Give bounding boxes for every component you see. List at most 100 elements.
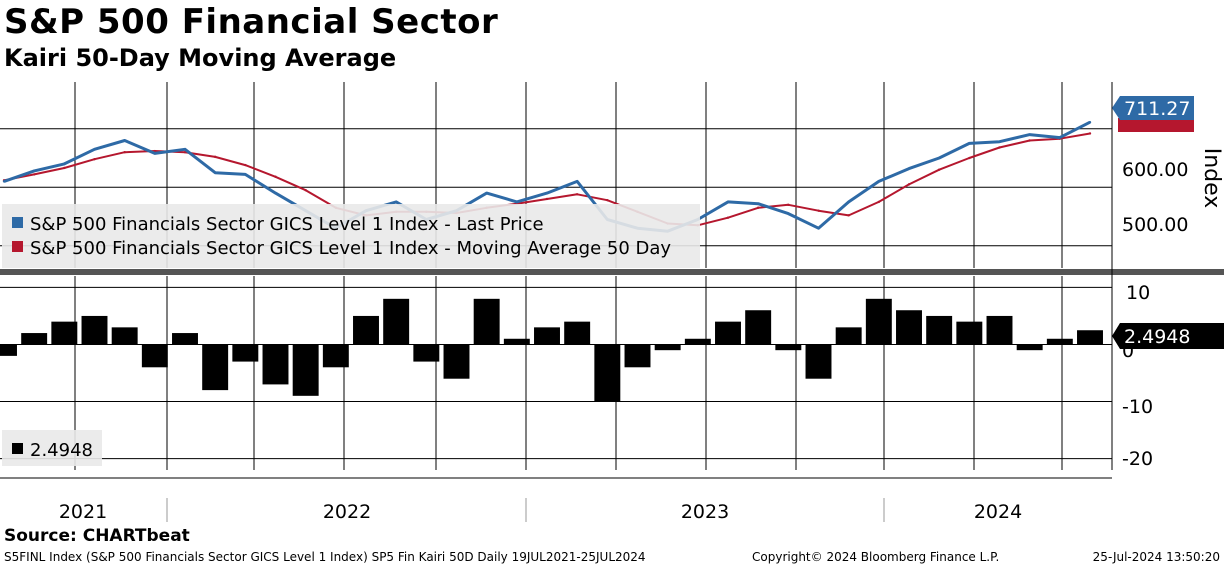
kairi-bar: [1046, 338, 1073, 345]
moving-average-line-point: [32, 173, 36, 176]
last-price-line-point: [847, 200, 850, 204]
kairi-bar: [353, 315, 379, 345]
last-price-line-point: [968, 142, 971, 145]
last-price-line-point: [817, 227, 820, 230]
moving-average-line-point: [274, 175, 277, 178]
kairi-legend: 2.4948: [2, 430, 102, 466]
last-price-line-point: [1058, 136, 1062, 139]
moving-average-line-point: [304, 189, 307, 192]
moving-average-line-point: [787, 203, 790, 207]
last-price-line-point: [998, 140, 1001, 143]
last-price-line-point: [937, 156, 941, 160]
chart-title: S&P 500 Financial Sector: [4, 2, 499, 42]
last-price-line-point: [787, 212, 790, 215]
source-note: Source: CHARTbeat: [4, 526, 190, 546]
last-price-line-point: [877, 180, 881, 183]
kairi-bar: [413, 344, 440, 362]
kairi-bar: [986, 315, 1013, 345]
kairi-bar: [21, 333, 48, 345]
footer-timestamp: 25-Jul-2024 13:50:20: [1092, 550, 1220, 564]
moving-average-line-point: [726, 216, 730, 219]
last-price-line-point: [274, 191, 277, 195]
last-price-line-point: [545, 191, 549, 195]
kairi-bar: [503, 338, 530, 345]
legend-last-price: S&P 500 Financials Sector GICS Level 1 I…: [30, 214, 544, 235]
moving-average-line-point: [756, 206, 760, 209]
last-price-line-point: [575, 180, 579, 183]
kairi-bar: [865, 298, 892, 345]
price-axis-label: Index: [1199, 148, 1224, 209]
last-price-line-point: [515, 200, 519, 204]
last-price-line-point: [2, 180, 6, 183]
last-price-line-point: [63, 162, 66, 166]
last-price-line-point: [1088, 121, 1092, 124]
last-price-line-point: [183, 148, 187, 151]
kairi-bar: [624, 344, 651, 368]
moving-average-line-point: [847, 214, 850, 217]
last-price-line-point: [32, 169, 36, 173]
kairi-bar: [202, 344, 229, 391]
kairi-bar: [745, 310, 772, 345]
kairi-bar: [835, 327, 862, 345]
kairi-bar: [715, 321, 741, 345]
kairi-bar: [51, 321, 78, 345]
last-price-line-point: [485, 191, 488, 195]
kairi-bar: [141, 344, 168, 368]
moving-average-line-point: [998, 146, 1001, 149]
last-price-line-point: [726, 200, 730, 204]
kairi-bar: [383, 298, 410, 345]
kairi-bar: [1016, 344, 1043, 351]
legend-moving-average: S&P 500 Financials Sector GICS Level 1 I…: [30, 238, 671, 259]
kairi-bar: [594, 344, 621, 402]
last-price-line-point: [93, 148, 96, 151]
price-legend: S&P 500 Financials Sector GICS Level 1 I…: [2, 204, 700, 268]
footer-copyright: Copyright© 2024 Bloomberg Finance L.P.: [752, 550, 1000, 564]
moving-average-line-point: [968, 156, 971, 160]
kairi-tick-minus10: -10: [1122, 396, 1153, 418]
kairi-bar: [775, 344, 802, 351]
moving-average-line-point: [575, 193, 579, 196]
chart-subtitle: Kairi 50-Day Moving Average: [4, 44, 397, 72]
kairi-last-value: 2.4948: [1124, 326, 1190, 348]
kairi-bar: [232, 344, 259, 362]
kairi-tick-minus20: -20: [1122, 448, 1153, 470]
last-price-line-point: [244, 173, 247, 176]
price-tick-500: 500.00: [1122, 214, 1188, 236]
moving-average-line-point: [123, 150, 126, 154]
kairi-bar: [81, 315, 108, 345]
kairi-tick-10: 10: [1126, 282, 1150, 304]
moving-average-line-point: [93, 158, 96, 161]
kairi-bar: [292, 344, 319, 396]
price-last-value: 711.27: [1124, 98, 1190, 120]
kairi-bar: [654, 344, 681, 351]
moving-average-line-point: [1028, 139, 1031, 142]
x-label-2023: 2023: [681, 501, 729, 523]
kairi-bar: [443, 344, 470, 379]
kairi-bar: [534, 327, 560, 345]
kairi-bar: [684, 338, 711, 345]
kairi-bar: [322, 344, 349, 368]
legend-kairi: 2.4948: [30, 440, 93, 461]
moving-average-line-point: [907, 183, 911, 186]
moving-average-line-point: [63, 166, 66, 170]
moving-average-line-point: [937, 168, 941, 171]
kairi-bar: [896, 310, 922, 345]
last-price-line-point: [153, 152, 157, 155]
moving-average-line-point: [877, 200, 881, 204]
moving-average-line-point: [244, 163, 247, 167]
last-price-line-point: [213, 171, 217, 174]
kairi-bar: [956, 321, 983, 345]
kairi-panel: [0, 298, 1103, 402]
moving-average-line-point: [1088, 132, 1092, 135]
kairi-bar: [564, 321, 591, 345]
moving-average-line-point: [545, 197, 549, 201]
kairi-bar: [111, 327, 138, 345]
moving-average-line-point: [606, 198, 609, 202]
kairi-bar: [805, 344, 832, 379]
kairi-last-value-tag: 2.4948: [1112, 323, 1224, 349]
x-label-2024: 2024: [974, 501, 1022, 523]
last-price-line-point: [756, 202, 760, 205]
kairi-bar: [172, 333, 198, 345]
kairi-bar: [0, 344, 17, 356]
last-price-line-point: [123, 139, 126, 142]
